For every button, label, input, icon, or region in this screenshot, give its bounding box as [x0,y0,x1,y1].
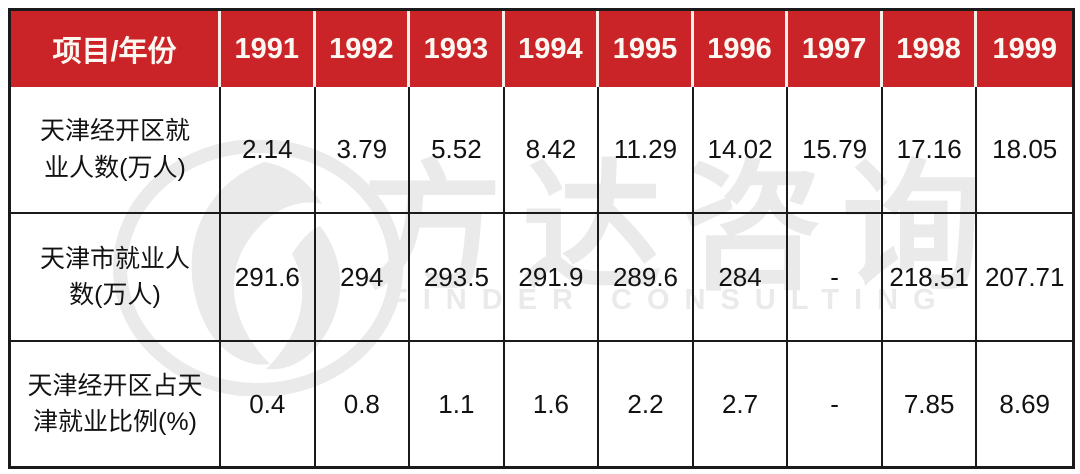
cell-value: 14.02 [694,87,789,212]
header-year-1992: 1992 [316,11,411,87]
header-year-1993: 1993 [410,11,505,87]
header-year-1996: 1996 [694,11,789,87]
employment-data-table: 项目/年份 1991 1992 1993 1994 1995 1996 1997… [8,8,1075,469]
header-year-1995: 1995 [599,11,694,87]
cell-value: 1.6 [505,342,600,466]
cell-value: - [788,214,883,340]
cell-value: 284 [694,214,789,340]
cell-value: 3.79 [316,87,411,212]
header-year-1999: 1999 [992,32,1057,65]
cell-value: 8.42 [505,87,600,212]
cell-value: 17.16 [883,87,978,212]
cell-value: 5.52 [410,87,505,212]
cell-value: 294 [316,214,411,340]
cell-value: 0.4 [221,342,316,466]
header-year-1997: 1997 [788,11,883,87]
cell-value: 2.2 [599,342,694,466]
row-label: 天津市就业人 数(万人) [11,214,221,340]
cell-value: 2.7 [694,342,789,466]
header-year-1991: 1991 [221,11,316,87]
header-year-1994: 1994 [505,11,600,87]
cell-value: - [788,342,883,466]
cell-value: 291.9 [505,214,600,340]
cell-value: 291.6 [221,214,316,340]
cell-value: 207.71 [984,261,1065,292]
cell-value: 293.5 [410,214,505,340]
cell-value: 15.79 [788,87,883,212]
table-corner-header: 项目/年份 [11,11,221,87]
cell-value: 0.8 [316,342,411,466]
cell-value: 8.69 [999,388,1051,419]
cell-value: 2.14 [221,87,316,212]
table-row-teda-share: 天津经开区占天 津就业比例(%) 0.4 0.8 1.1 1.6 2.2 2.7… [11,340,1072,466]
row-label: 天津经开区就 业人数(万人) [11,87,221,212]
cell-value: 218.51 [883,214,978,340]
cell-value: 1.1 [410,342,505,466]
table-row-tianjin-employment: 天津市就业人 数(万人) 291.6 294 293.5 291.9 289.6… [11,212,1072,340]
cell-value: 7.85 [883,342,978,466]
cell-value: 289.6 [599,214,694,340]
table-header-row: 项目/年份 1991 1992 1993 1994 1995 1996 1997… [11,11,1072,87]
header-year-1998: 1998 [883,11,978,87]
row-label: 天津经开区占天 津就业比例(%) [11,342,221,466]
cell-value: 11.29 [599,87,694,212]
table-row-teda-employment: 天津经开区就 业人数(万人) 2.14 3.79 5.52 8.42 11.29… [11,87,1072,212]
cell-value: 18.05 [992,134,1058,164]
